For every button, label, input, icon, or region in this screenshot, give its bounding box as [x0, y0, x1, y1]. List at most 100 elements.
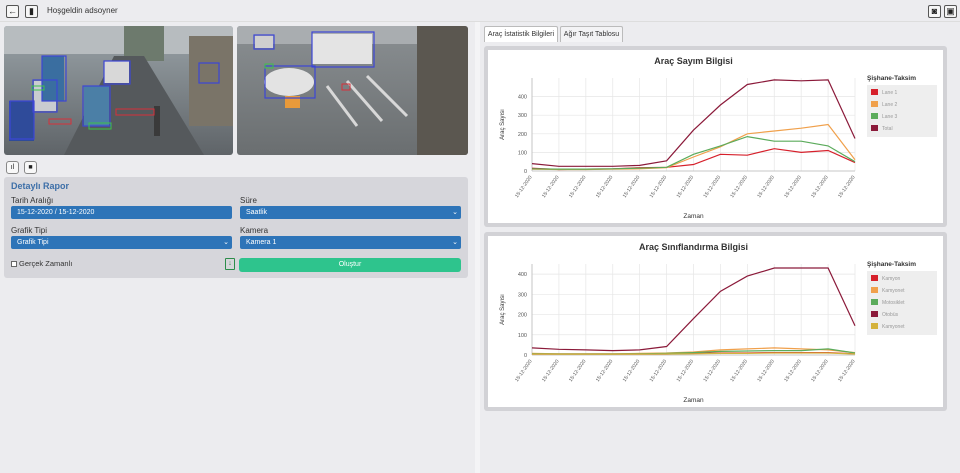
series-line	[531, 79, 856, 167]
camera-feed-2[interactable]	[237, 26, 468, 155]
legend-box	[867, 271, 937, 335]
right-pane: Araç İstatistik Bilgileri Ağır Taşıt Tab…	[480, 22, 960, 473]
report-title: Detaylı Rapor	[11, 181, 70, 191]
x-tick-label: 15-12-2020	[837, 175, 857, 200]
x-tick-label: 15-12-2020	[622, 175, 642, 200]
report-panel: Detaylı Rapor Tarih Aralığı 15-12-2020 /…	[4, 177, 468, 278]
legend-entry[interactable]: Otobüs	[882, 312, 899, 318]
x-tick-label: 15-12-2020	[595, 359, 615, 384]
x-tick-label: 15-12-2020	[595, 175, 615, 200]
chart-type-label: Grafik Tipi	[11, 226, 48, 235]
x-tick-label: 15-12-2020	[810, 175, 830, 200]
legend-swatch[interactable]	[871, 101, 878, 107]
x-tick-label: 15-12-2020	[676, 175, 696, 200]
x-tick-label: 15-12-2020	[756, 175, 776, 200]
y-axis-label: Araç Sayısı	[500, 294, 506, 325]
legend-swatch[interactable]	[871, 275, 878, 281]
vehicle-classification-chart: Araç Sınıflandırma Bilgisi 15-12-2020 15-1…	[500, 242, 937, 404]
x-tick-label: 15-12-2020	[837, 359, 857, 384]
y-axis-label: Araç Sayısı	[500, 109, 506, 140]
x-axis-label: Zaman	[683, 397, 704, 404]
y-tick-label: 300	[518, 113, 527, 119]
legend-swatch[interactable]	[871, 311, 878, 317]
excel-download-icon[interactable]: ↓	[225, 258, 235, 270]
series-line	[531, 267, 856, 352]
x-tick-label: 15-12-2020	[649, 175, 669, 200]
x-tick-label: 15-12-2020	[622, 359, 642, 384]
legend-entry[interactable]: Total	[882, 126, 893, 132]
y-tick-label: 400	[518, 272, 527, 278]
x-tick-label: 15-12-2020	[541, 359, 561, 384]
chart-title: Araç Sayım Bilgisi	[654, 56, 733, 66]
y-tick-label: 0	[524, 169, 527, 175]
y-tick-label: 400	[518, 95, 527, 101]
chart-title: Araç Sınıflandırma Bilgisi	[639, 242, 748, 252]
y-tick-label: 200	[518, 313, 527, 319]
y-tick-label: 0	[524, 353, 527, 359]
realtime-checkbox[interactable]: Gerçek Zamanlı	[11, 259, 72, 268]
chevron-down-icon: ⌄	[452, 239, 458, 246]
chart-panel-count: Araç Sayım Bilgisi 15-12-2020 15-12-2020 15…	[484, 46, 947, 227]
date-range-label: Tarih Aralığı	[11, 196, 54, 205]
x-tick-label: 15-12-2020	[783, 359, 803, 384]
legend-swatch[interactable]	[871, 113, 878, 119]
tab-vehicle-stats[interactable]: Araç İstatistik Bilgileri	[484, 26, 558, 42]
legend-swatch[interactable]	[871, 323, 878, 329]
chevron-down-icon: ⌄	[452, 209, 458, 216]
legend-title: Şişhane-Taksim	[867, 75, 916, 82]
submit-button[interactable]: Oluştur	[239, 258, 461, 272]
legend-entry[interactable]: Kamyonet	[882, 324, 905, 330]
camera-select[interactable]: Kamera 1 ⌄	[240, 236, 461, 249]
x-tick-label: 15-12-2020	[676, 359, 696, 384]
y-tick-label: 300	[518, 292, 527, 298]
chart-type-select[interactable]: Grafik Tipi ⌄	[11, 236, 232, 249]
legend-swatch[interactable]	[871, 125, 878, 131]
x-tick-label: 15-12-2020	[729, 175, 749, 200]
x-tick-label: 15-12-2020	[568, 175, 588, 200]
x-tick-label: 15-12-2020	[649, 359, 669, 384]
date-range-input[interactable]: 15-12-2020 / 15-12-2020	[11, 206, 232, 219]
checkbox-icon[interactable]	[11, 261, 17, 267]
legend-entry[interactable]: Lane 3	[882, 114, 898, 120]
pane-divider[interactable]	[475, 22, 480, 473]
legend-entry[interactable]: Kamyonet	[882, 288, 905, 294]
x-axis-label: Zaman	[683, 213, 704, 220]
vehicle-count-chart: Araç Sayım Bilgisi 15-12-2020 15-12-2020 15…	[500, 56, 937, 220]
top-bar: ← ▮ Hoşgeldin adsoyner ◙ ▣	[0, 0, 960, 22]
legend-entry[interactable]: Lane 2	[882, 102, 898, 108]
chart-icon[interactable]: ıl	[6, 161, 19, 174]
x-tick-label: 15-12-2020	[702, 175, 722, 200]
back-arrow-icon[interactable]: ←	[6, 5, 19, 18]
chart-panel-classification: Araç Sınıflandırma Bilgisi 15-12-2020 15-1…	[484, 232, 947, 411]
x-tick-label: 15-12-2020	[702, 359, 722, 384]
legend-swatch[interactable]	[871, 287, 878, 293]
tab-heavy-vehicle[interactable]: Ağır Taşıt Tablosu	[560, 26, 623, 42]
bookmark-icon[interactable]: ▮	[25, 5, 38, 18]
camera-feed-1[interactable]	[4, 26, 233, 155]
legend-box	[867, 85, 937, 137]
chevron-down-icon: ⌄	[223, 239, 229, 246]
legend-swatch[interactable]	[871, 299, 878, 305]
camera-icon[interactable]: ◙	[928, 5, 941, 18]
series-line	[532, 352, 856, 355]
left-pane: ıl ■ Detaylı Rapor Tarih Aralığı 15-12-2…	[0, 22, 474, 473]
video-icon[interactable]: ■	[24, 161, 37, 174]
legend-entry[interactable]: Kamyon	[882, 276, 901, 282]
series-line	[531, 135, 856, 170]
legend-title: Şişhane-Taksim	[867, 261, 916, 268]
x-tick-label: 15-12-2020	[568, 359, 588, 384]
welcome-text: Hoşgeldin adsoyner	[47, 6, 118, 15]
legend-entry[interactable]: Motosiklet	[882, 300, 905, 306]
legend-swatch[interactable]	[871, 89, 878, 95]
duration-select[interactable]: Saatlik ⌄	[240, 206, 461, 219]
camera-label: Kamera	[240, 226, 269, 235]
x-tick-label: 15-12-2020	[514, 359, 534, 384]
x-tick-label: 15-12-2020	[810, 359, 830, 384]
screen-icon[interactable]: ▣	[944, 5, 957, 18]
x-tick-label: 15-12-2020	[756, 359, 776, 384]
x-tick-label: 15-12-2020	[514, 175, 534, 200]
legend-entry[interactable]: Lane 1	[882, 90, 898, 96]
y-tick-label: 200	[518, 132, 527, 138]
x-tick-label: 15-12-2020	[729, 359, 749, 384]
x-tick-label: 15-12-2020	[541, 175, 561, 200]
